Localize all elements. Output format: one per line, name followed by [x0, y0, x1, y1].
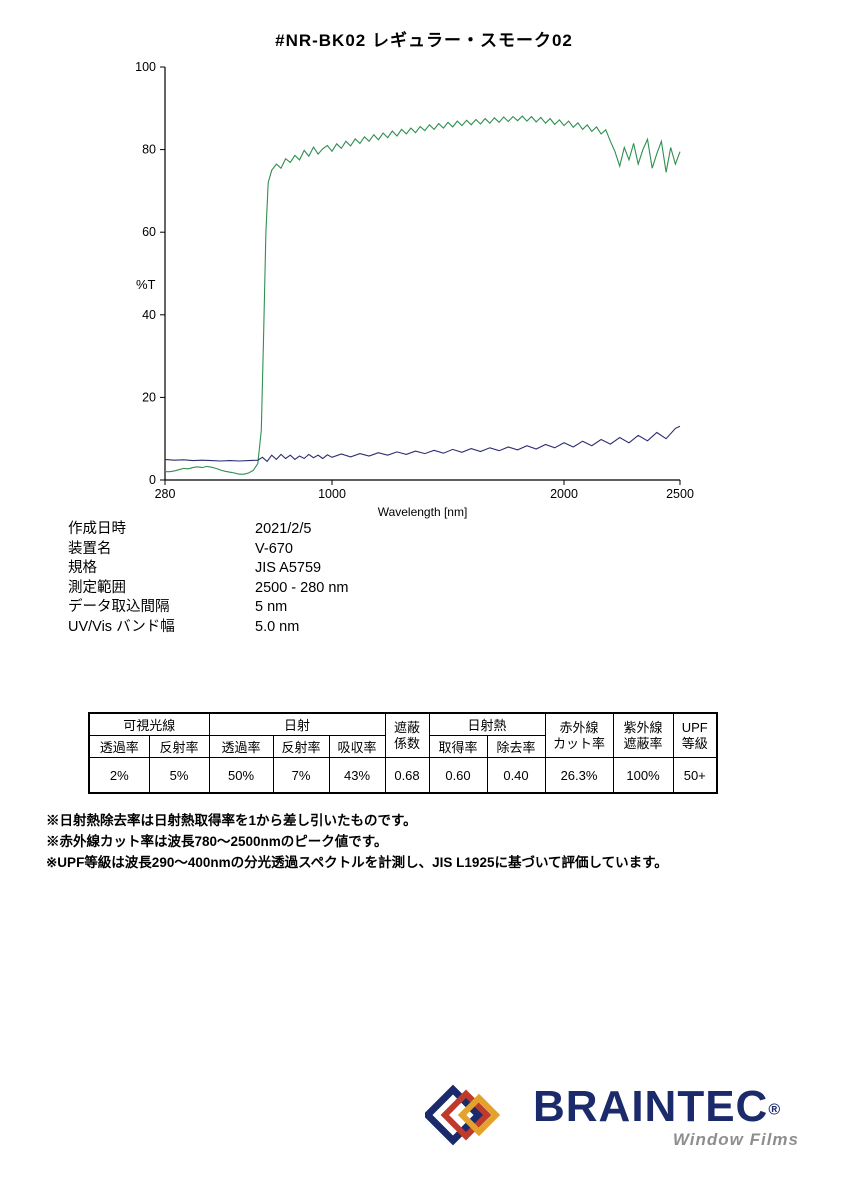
value-ir-cut: 26.3%	[544, 757, 614, 794]
table-group-header-row: 可視光線 日射 遮蔽 係数 日射熱 赤外線 カット率 紫外線 遮蔽率 UPF 等…	[88, 712, 718, 758]
value-sol-transmittance: 50%	[208, 757, 274, 794]
header-shading-line1: 遮蔽	[393, 719, 420, 735]
header-sol-absorption: 吸収率	[328, 735, 386, 758]
metadata-label: データ取込間隔	[68, 599, 170, 615]
value-vis-reflectance: 5%	[148, 757, 210, 794]
metadata-row: データ取込間隔 5 nm	[68, 598, 349, 618]
header-uv-line1: 紫外線	[623, 719, 663, 735]
header-shading-line2: 係数	[393, 735, 420, 751]
header-vis-transmittance: 透過率	[88, 735, 150, 758]
metadata-value: 2500 - 280 nm	[255, 579, 349, 596]
x-tick-label: 280	[155, 487, 176, 501]
metadata-row: 規格 JIS A5759	[68, 559, 349, 579]
measurement-metadata: 作成日時 2021/2/5 装置名 V-670 規格 JIS A5759 測定範…	[68, 520, 349, 637]
y-tick-label: 60	[142, 225, 156, 239]
spectra-chart: %T 0 20 40 60 80 100 280 1000 2000 2500 Wavelengt…	[120, 57, 720, 537]
header-heat-reject: 除去率	[486, 735, 546, 758]
y-tick-label: 100	[135, 60, 156, 74]
y-axis-label: %T	[136, 277, 156, 292]
y-tick-label: 0	[149, 473, 156, 487]
metadata-label: 装置名	[68, 540, 112, 557]
brand-text-block: BRAINTEC® Window Films	[533, 1082, 805, 1150]
y-tick-label: 80	[142, 143, 156, 157]
value-sol-reflectance: 7%	[272, 757, 330, 794]
table-sub-header-row: 透過率 反射率 透過率 反射率 吸収率 取得率 除去率	[88, 735, 717, 758]
brand-line: BRAINTEC®	[533, 1082, 805, 1132]
metadata-row: 装置名 V-670	[68, 540, 349, 560]
metadata-value: 5 nm	[255, 599, 288, 615]
metadata-value: 2021/2/5	[255, 521, 312, 537]
x-tick-label: 1000	[318, 487, 346, 501]
braintec-logo-icon	[425, 1084, 501, 1146]
metadata-row: 測定範囲 2500 - 280 nm	[68, 579, 349, 599]
x-axis-label: Wavelength [nm]	[377, 505, 468, 519]
header-vis-reflectance: 反射率	[148, 735, 210, 758]
header-visible-light: 可視光線	[88, 712, 210, 736]
y-tick-label: 40	[142, 308, 156, 322]
value-upf: 50+	[672, 757, 718, 794]
header-upf-line2: 等級	[681, 735, 708, 751]
header-heat-gain: 取得率	[428, 735, 488, 758]
value-heat-gain: 0.60	[428, 757, 488, 794]
x-tick-label: 2500	[666, 487, 694, 501]
transmittance-spectrum-line	[165, 115, 681, 475]
value-sol-absorption: 43%	[328, 757, 386, 794]
header-ir-line1: 赤外線	[559, 719, 599, 735]
metadata-row: UV/Vis バンド幅 5.0 nm	[68, 618, 349, 638]
y-tick-label: 20	[142, 390, 156, 404]
brand-subtitle: Window Films	[672, 1130, 799, 1149]
value-uv-block: 100%	[612, 757, 674, 794]
value-shading-coefficient: 0.68	[384, 757, 430, 794]
metadata-label: UV/Vis バンド幅	[68, 618, 175, 635]
x-tick-label: 2000	[550, 487, 578, 501]
footnotes: ※日射熱除去率は日射熱取得率を1から差し引いたものです。 ※赤外線カット率は波長…	[46, 810, 668, 873]
footnote-line: ※UPF等級は波長290～400nmの分光透過スペクトルを計測し、JIS L19…	[46, 855, 668, 870]
page-title: #NR-BK02 レギュラー・スモーク02	[275, 31, 573, 50]
header-sol-transmittance: 透過率	[208, 735, 274, 758]
metadata-row: 作成日時 2021/2/5	[68, 520, 349, 540]
footnote-line: ※赤外線カット率は波長780～2500nmのピーク値です。	[46, 834, 388, 849]
performance-table: 可視光線 日射 遮蔽 係数 日射熱 赤外線 カット率 紫外線 遮蔽率 UPF 等…	[88, 712, 718, 794]
reflectance-spectrum-line	[164, 425, 681, 463]
header-ir-cut: 赤外線 カット率	[544, 712, 614, 758]
header-uv-line2: 遮蔽率	[623, 735, 663, 751]
header-ir-line2: カット率	[552, 735, 605, 751]
metadata-value: JIS A5759	[255, 560, 322, 576]
header-sol-reflectance: 反射率	[272, 735, 330, 758]
braintec-logo: BRAINTEC® Window Films	[425, 1080, 805, 1152]
spectra-plot: 0 20 40 60 80 100 280 1000 2000 2500	[135, 60, 694, 501]
metadata-label: 規格	[68, 560, 97, 576]
header-solar-heat: 日射熱	[428, 712, 546, 736]
header-shading-coefficient: 遮蔽 係数	[384, 712, 430, 758]
metadata-label: 作成日時	[68, 521, 126, 537]
table-value-row: 2% 5% 50% 7% 43% 0.68 0.60 0.40 26.3% 10…	[88, 757, 718, 794]
footnote-line: ※日射熱除去率は日射熱取得率を1から差し引いたものです。	[46, 813, 417, 828]
value-vis-transmittance: 2%	[88, 757, 150, 794]
brand-name: BRAINTEC	[533, 1082, 769, 1131]
metadata-label: 測定範囲	[68, 579, 126, 596]
registered-mark: ®	[768, 1101, 781, 1119]
metadata-value: 5.0 nm	[255, 618, 300, 635]
performance-table-wrap: 可視光線 日射 遮蔽 係数 日射熱 赤外線 カット率 紫外線 遮蔽率 UPF 等…	[88, 712, 718, 794]
header-upf-line1: UPF	[681, 719, 708, 735]
header-solar: 日射	[208, 712, 386, 736]
metadata-value: V-670	[255, 540, 293, 557]
header-upf: UPF 等級	[672, 712, 718, 758]
header-uv-block: 紫外線 遮蔽率	[612, 712, 674, 758]
value-heat-reject: 0.40	[486, 757, 546, 794]
